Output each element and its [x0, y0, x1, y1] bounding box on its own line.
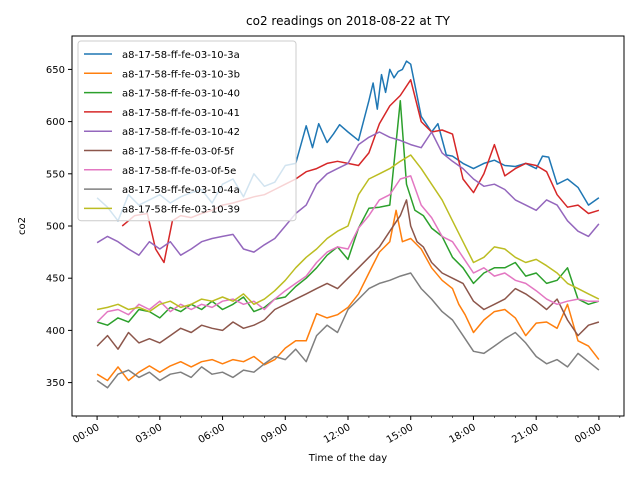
legend-label: a8-17-58-ff-fe-03-10-42: [122, 127, 240, 138]
x-tick-label: 18:00: [447, 422, 477, 446]
series-line-7: [96, 175, 599, 323]
legend: a8-17-58-ff-fe-03-10-3a a8-17-58-ff-fe-03…: [77, 40, 297, 222]
x-tick-label: 12:00: [322, 422, 352, 446]
legend-box: [77, 40, 297, 222]
legend-label: a8-17-58-ff-fe-03-10-40: [122, 89, 240, 100]
legend-label: a8-17-58-ff-fe-03-0f-5e: [122, 166, 236, 177]
x-tick-label: 09:00: [259, 422, 289, 446]
legend-label: a8-17-58-ff-fe-03-10-41: [122, 108, 240, 119]
legend-label: a8-17-58-ff-fe-03-10-3a: [122, 50, 240, 61]
x-tick-label: 21:00: [510, 422, 540, 446]
x-tick-label: 00:00: [573, 422, 603, 446]
y-axis-title: co2: [17, 217, 28, 235]
y-tick-label: 500: [46, 222, 65, 233]
y-tick-label: 650: [46, 65, 65, 76]
x-tick-label: 15:00: [385, 422, 415, 446]
legend-label: a8-17-58-ff-fe-03-0f-5f: [122, 147, 234, 158]
x-tick-label: 00:00: [71, 422, 101, 446]
series-line-5: [96, 131, 600, 256]
y-axis: 350 400 450 500 550 600 650: [46, 65, 72, 389]
series-line-8: [96, 272, 600, 389]
series-line-9: [96, 154, 600, 313]
legend-label: a8-17-58-ff-fe-03-10-39: [122, 204, 240, 215]
y-tick-label: 400: [46, 326, 65, 337]
x-tick-label: 06:00: [197, 422, 227, 446]
legend-label: a8-17-58-ff-fe-03-10-3b: [122, 69, 240, 80]
x-axis: 00:00 03:00 06:00 09:00 12:00 15:00 18:00 21:00…: [71, 416, 621, 446]
y-tick-label: 350: [46, 378, 65, 389]
y-tick-label: 450: [46, 274, 65, 285]
series-line-3: [96, 99, 600, 326]
chart-title: co2 readings on 2018-08-22 at TY: [246, 14, 451, 28]
x-tick-label: 03:00: [134, 422, 164, 446]
series-line-6: [96, 199, 600, 350]
series-line-2: [96, 209, 600, 382]
x-axis-title: Time of the day: [308, 453, 388, 464]
legend-label: a8-17-58-ff-fe-03-10-4a: [122, 185, 240, 196]
y-tick-label: 600: [46, 117, 65, 128]
y-tick-label: 550: [46, 169, 65, 180]
